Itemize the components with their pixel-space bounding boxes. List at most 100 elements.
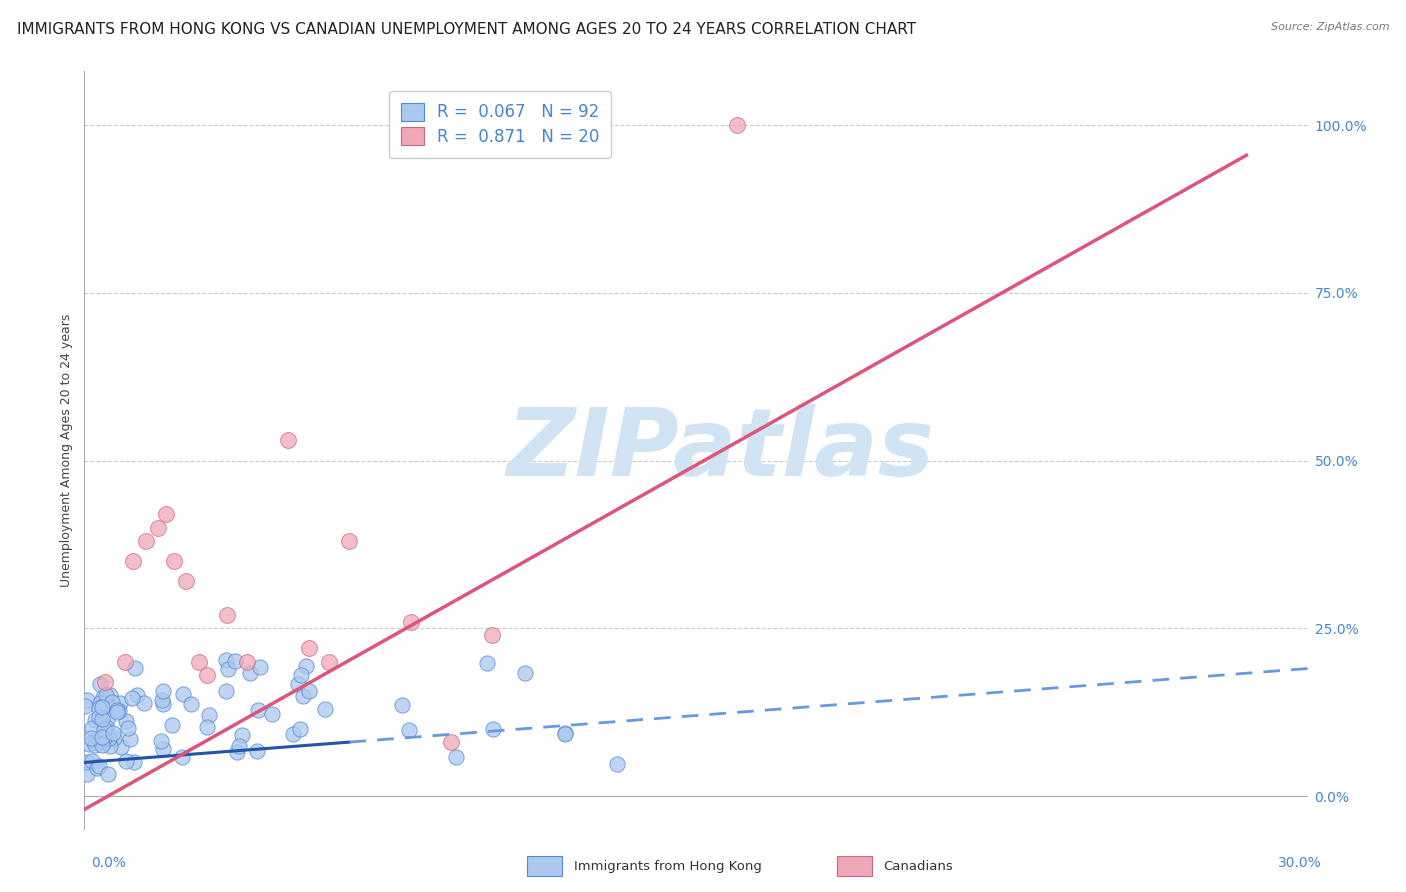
Point [124, 661, 146, 675]
Point [150, 693, 173, 707]
Text: ZIPatlas: ZIPatlas [506, 404, 935, 497]
Point [318, 655, 340, 669]
Point [86, 761, 108, 775]
Point [292, 690, 315, 704]
Point [132, 696, 155, 710]
Point [98, 689, 121, 703]
Point [228, 739, 250, 753]
Point [135, 534, 157, 549]
Point [172, 750, 194, 764]
Point [91, 690, 114, 704]
Point [226, 745, 249, 759]
Point [83, 734, 105, 748]
Point [398, 723, 420, 738]
Point [82, 734, 104, 748]
Point [93, 735, 115, 749]
Point [160, 718, 183, 732]
Point [295, 658, 318, 673]
Point [108, 704, 131, 718]
Point [118, 731, 141, 746]
Point [76, 756, 98, 770]
Point [97, 767, 120, 781]
Point [174, 574, 197, 589]
Point [93, 731, 115, 745]
Text: 0.0%: 0.0% [91, 855, 127, 870]
Point [89, 676, 111, 690]
Point [260, 707, 283, 722]
Point [287, 677, 309, 691]
Point [163, 554, 186, 568]
Point [80, 721, 103, 735]
Point [122, 755, 145, 769]
Point [87, 710, 110, 724]
Point [444, 749, 467, 764]
Point [554, 726, 576, 740]
Point [115, 714, 138, 728]
Point [89, 759, 111, 773]
Point [91, 699, 114, 714]
Point [481, 723, 503, 737]
Point [231, 728, 253, 742]
Text: Immigrants from Hong Kong: Immigrants from Hong Kong [574, 860, 762, 872]
Point [236, 655, 259, 669]
Point [101, 726, 124, 740]
Point [215, 653, 238, 667]
Point [152, 742, 174, 756]
Point [91, 712, 114, 726]
Point [152, 683, 174, 698]
Point [96, 713, 118, 727]
Point [105, 703, 128, 717]
Point [554, 727, 576, 741]
Point [298, 641, 321, 656]
Point [606, 756, 628, 771]
Point [89, 701, 111, 715]
Point [76, 766, 98, 780]
Point [245, 743, 267, 757]
Point [84, 713, 107, 727]
Point [96, 724, 118, 739]
Point [90, 730, 112, 744]
Point [110, 696, 132, 710]
Point [481, 628, 503, 642]
Point [105, 705, 128, 719]
Point [195, 668, 218, 682]
Point [127, 688, 149, 702]
Text: Canadians: Canadians [883, 860, 953, 872]
Point [76, 693, 98, 707]
Point [477, 657, 499, 671]
Point [90, 738, 112, 752]
Point [239, 665, 262, 680]
Point [75, 698, 97, 713]
Point [83, 739, 105, 753]
Point [180, 697, 202, 711]
Point [114, 754, 136, 768]
Point [97, 731, 120, 746]
Y-axis label: Unemployment Among Ages 20 to 24 years: Unemployment Among Ages 20 to 24 years [60, 314, 73, 587]
Text: IMMIGRANTS FROM HONG KONG VS CANADIAN UNEMPLOYMENT AMONG AGES 20 TO 24 YEARS COR: IMMIGRANTS FROM HONG KONG VS CANADIAN UN… [17, 22, 915, 37]
Point [440, 735, 463, 749]
Point [215, 683, 238, 698]
Point [82, 754, 104, 768]
Point [281, 727, 304, 741]
Point [187, 655, 209, 669]
Point [114, 655, 136, 669]
Point [399, 615, 422, 629]
Point [89, 696, 111, 710]
Point [96, 720, 118, 734]
Point [94, 688, 117, 702]
Point [247, 703, 270, 717]
Point [117, 722, 139, 736]
Point [277, 434, 299, 448]
Legend: R =  0.067   N = 92, R =  0.871   N = 20: R = 0.067 N = 92, R = 0.871 N = 20 [389, 91, 612, 158]
Point [98, 739, 121, 753]
Point [725, 118, 748, 132]
Point [103, 731, 125, 746]
Point [152, 698, 174, 712]
Point [77, 737, 100, 751]
Text: Source: ZipAtlas.com: Source: ZipAtlas.com [1271, 22, 1389, 32]
Text: 30.0%: 30.0% [1278, 855, 1322, 870]
Point [93, 675, 115, 690]
Point [101, 695, 124, 709]
Point [339, 534, 361, 549]
Point [121, 690, 143, 705]
